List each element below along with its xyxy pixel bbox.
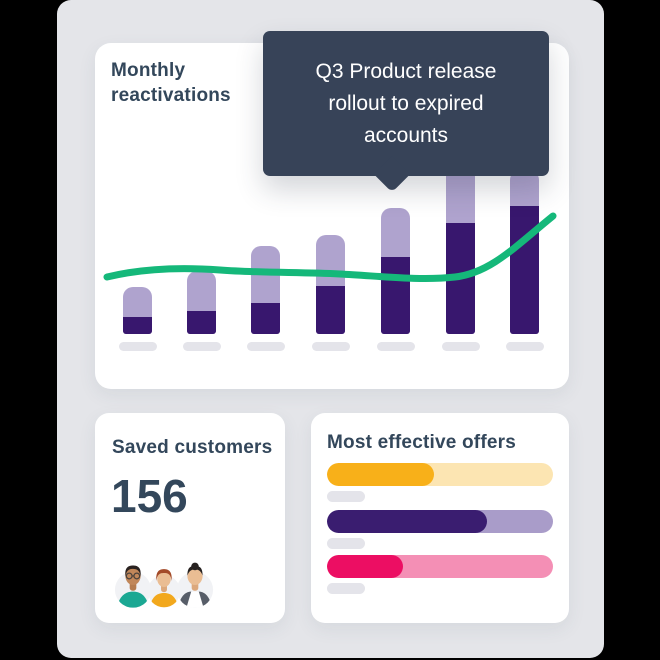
offer-label-placeholder [327, 491, 365, 502]
offer-progress-3 [327, 555, 553, 578]
reactivation-bar-dark-segment [381, 257, 410, 334]
reactivation-bar-4 [316, 235, 345, 334]
offer-progress-fill [327, 510, 488, 533]
reactivation-bar-dark-segment [251, 303, 280, 334]
axis-label-placeholder [441, 342, 480, 351]
reactivation-bar-dark-segment [316, 286, 345, 334]
reactivations-card-title: Monthly reactivations [111, 60, 231, 106]
reactivation-bar-dark-segment [187, 311, 216, 334]
saved-customers-title: Saved customers [112, 437, 273, 458]
axis-label-placeholder [505, 342, 544, 351]
offers-chart [311, 413, 569, 623]
reactivation-bar-7 [510, 170, 539, 334]
reactivation-bar-2 [187, 271, 216, 334]
offer-progress-fill [327, 463, 435, 486]
axis-label-placeholder [311, 342, 350, 351]
avatar-woman-yellow-sweater-icon [147, 569, 181, 608]
saved-customers-card: Saved customers 156 [95, 413, 285, 623]
customer-avatars [114, 561, 214, 609]
chart-annotation-tooltip: Q3 Product release rollout to expired ac… [263, 31, 549, 193]
avatar-woman-gray-blazer-icon [176, 562, 214, 608]
offer-label-placeholder [327, 538, 365, 549]
reactivation-bar-1 [123, 287, 152, 334]
reactivation-bar-dark-segment [510, 206, 539, 334]
most-effective-offers-card: Most effective offers [311, 413, 569, 623]
offer-progress-2 [327, 510, 553, 533]
avatar-man-teal-shirt-icon [114, 565, 152, 608]
offer-progress-1 [327, 463, 553, 486]
reactivation-bar-6 [446, 165, 475, 334]
reactivation-bar-dark-segment [446, 223, 475, 334]
axis-label-placeholder [118, 342, 157, 351]
axis-label-placeholder [376, 342, 415, 351]
tooltip-text: Q3 Product release rollout to expired ac… [315, 59, 497, 147]
saved-customers-value: 156 [111, 470, 188, 522]
axis-label-placeholder [182, 342, 221, 351]
reactivation-bar-dark-segment [123, 317, 152, 334]
reactivation-bar-5 [381, 208, 410, 334]
offer-progress-fill [327, 555, 403, 578]
offers-card-title: Most effective offers [327, 432, 516, 453]
reactivations-chart [95, 43, 569, 389]
axis-label-placeholder [246, 342, 285, 351]
offer-label-placeholder [327, 583, 365, 594]
reactivation-bar-3 [251, 246, 280, 334]
background-panel: Monthly reactivations Q3 Product release… [57, 0, 604, 658]
